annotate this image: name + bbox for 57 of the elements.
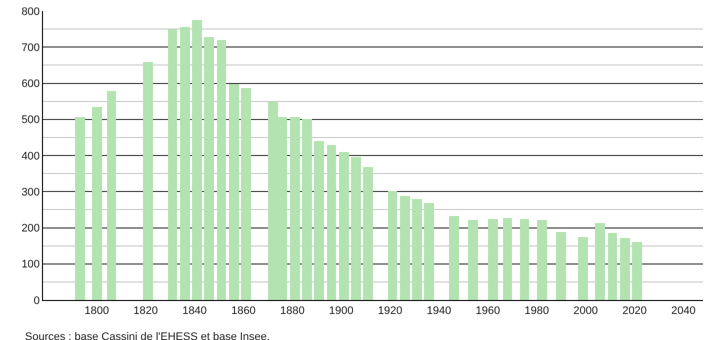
x-tick-label: 1940 xyxy=(426,305,452,318)
bar xyxy=(143,62,153,300)
y-tick-label: 300 xyxy=(21,186,40,198)
x-tick-label: 2000 xyxy=(573,305,598,318)
bar xyxy=(578,237,588,300)
bar xyxy=(75,117,85,300)
y-tick-label: 500 xyxy=(21,114,40,126)
bar xyxy=(520,219,529,300)
bar xyxy=(180,27,190,300)
y-tick-label: 200 xyxy=(21,222,40,235)
bar xyxy=(363,167,373,300)
y-tick-label: 400 xyxy=(21,150,40,162)
x-tick-label: 1920 xyxy=(378,305,402,318)
bar xyxy=(468,220,478,300)
x-tick-label: 1960 xyxy=(476,305,500,318)
bar xyxy=(107,91,116,300)
bar xyxy=(388,191,397,300)
bar xyxy=(217,40,226,300)
x-tick-label: 2040 xyxy=(671,305,696,318)
bar xyxy=(339,152,349,300)
bar xyxy=(192,20,202,300)
x-tick-label: 1840 xyxy=(182,305,207,318)
bar xyxy=(327,145,336,300)
y-tick-label: 600 xyxy=(21,78,40,90)
x-tick-label: 1880 xyxy=(280,305,305,318)
x-tick-label: 1980 xyxy=(524,305,550,318)
bar xyxy=(556,232,566,300)
bar xyxy=(608,233,617,300)
bar xyxy=(488,219,498,300)
bar xyxy=(537,220,547,300)
bar xyxy=(620,238,630,300)
x-tick-label: 1900 xyxy=(328,305,354,318)
bar xyxy=(595,223,605,300)
x-tick-label: 1860 xyxy=(231,305,256,318)
bar xyxy=(314,141,324,300)
bar xyxy=(241,88,251,300)
bar xyxy=(449,216,459,300)
x-tick-label: 1820 xyxy=(133,305,158,318)
bar xyxy=(632,242,642,300)
bar xyxy=(302,119,312,300)
bar xyxy=(168,29,177,300)
y-tick-label: 100 xyxy=(21,258,40,271)
source-note: Sources : base Cassini de l'EHESS et base Insee. xyxy=(25,331,270,340)
bar xyxy=(204,37,214,300)
bar xyxy=(92,107,102,300)
bar xyxy=(351,157,361,300)
y-tick-label: 0 xyxy=(34,294,40,307)
x-tick-label: 2020 xyxy=(622,305,647,318)
bar xyxy=(424,203,434,300)
bar xyxy=(412,199,422,300)
bar xyxy=(503,218,512,300)
bar xyxy=(229,84,239,300)
x-tick-label: 1800 xyxy=(84,305,110,318)
y-tick-label: 800 xyxy=(21,6,40,18)
bar xyxy=(400,196,410,300)
bar xyxy=(290,117,300,300)
y-tick-label: 700 xyxy=(21,42,40,54)
